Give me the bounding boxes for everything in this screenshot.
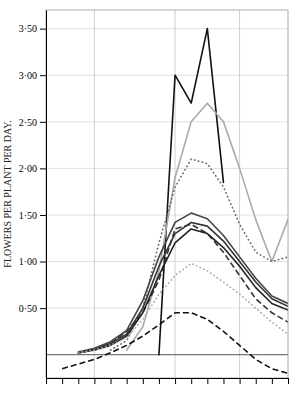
y-tick: 2·50	[19, 116, 46, 127]
y-tick-mark	[40, 75, 46, 76]
x-tick	[288, 378, 289, 384]
y-tick-mark	[40, 215, 46, 216]
y-tick-mark	[40, 308, 46, 309]
y-tick: 1·00	[19, 256, 46, 267]
y-tick: 2·00	[19, 163, 46, 174]
y-tick-label: 0·50	[19, 303, 37, 314]
grid	[46, 10, 288, 378]
y-tick-label: 2·00	[19, 163, 37, 174]
x-tick-mark	[207, 378, 208, 384]
vertical-line	[94, 10, 95, 378]
x-tick	[159, 378, 160, 384]
x-tick-mark	[288, 378, 289, 384]
y-tick-label: 3·50	[19, 23, 37, 34]
x-tick	[191, 378, 192, 384]
y-axis: 0·50 1·00 1·50 2·00 2·50 3·00 3·50	[19, 11, 47, 379]
x-axis-line	[47, 378, 289, 379]
x-tick	[111, 378, 112, 384]
series-line	[94, 224, 288, 350]
plot: 0·50 1·00 1·50 2·00 2·50 3·00 3·50	[19, 10, 289, 384]
x-tick-mark	[111, 378, 112, 384]
series-line	[78, 263, 288, 352]
x-tick-mark	[94, 378, 95, 384]
x-tick-mark	[143, 378, 144, 384]
x-tick	[143, 378, 144, 384]
grid-line	[46, 308, 288, 309]
grid-line	[46, 75, 288, 76]
x-tick	[175, 378, 176, 384]
x-tick-mark	[62, 378, 63, 384]
y-tick-mark	[40, 262, 46, 263]
grid-line	[46, 28, 288, 29]
y-axis-title: FLOWERS PER PLANT PER DAY.	[2, 120, 13, 267]
series-line	[78, 222, 288, 352]
x-tick-mark	[159, 378, 160, 384]
series-line	[78, 229, 288, 353]
lines	[62, 29, 288, 374]
x-axis	[47, 378, 289, 384]
series-line	[78, 213, 288, 352]
y-tick-label: 1·00	[19, 256, 37, 267]
x-tick	[223, 378, 224, 384]
x-tick-mark	[240, 378, 241, 384]
y-tick: 1·50	[19, 210, 46, 221]
y-tick: 3·00	[19, 70, 46, 81]
y-tick-label: 3·00	[19, 70, 37, 81]
grid-line	[46, 168, 288, 169]
x-tick	[272, 378, 273, 384]
series-line	[159, 29, 224, 355]
x-tick-mark	[191, 378, 192, 384]
x-tick	[62, 378, 63, 384]
x-tick	[78, 378, 79, 384]
chart: 0·50 1·00 1·50 2·00 2·50 3·00 3·50 FLOWERS PER …	[0, 0, 300, 398]
x-tick-mark	[256, 378, 257, 384]
x-tick	[94, 378, 95, 384]
y-tick-mark	[40, 168, 46, 169]
x-tick-mark	[272, 378, 273, 384]
grid-line	[46, 261, 288, 262]
y-tick: 0·50	[19, 303, 46, 314]
series-line	[62, 313, 288, 374]
y-tick-label: 2·50	[19, 116, 37, 127]
vertical-line	[239, 10, 240, 378]
y-tick-mark	[40, 122, 46, 123]
grid-line	[46, 121, 288, 122]
x-tick	[127, 378, 128, 384]
x-tick-mark	[223, 378, 224, 384]
x-tick-mark	[46, 378, 47, 384]
y-axis-line	[46, 11, 47, 379]
x-tick	[256, 378, 257, 384]
vertical-line	[175, 10, 176, 378]
x-tick-mark	[175, 378, 176, 384]
plot-frame	[46, 10, 288, 378]
x-tick-mark	[78, 378, 79, 384]
x-tick	[46, 378, 47, 384]
x-tick	[240, 378, 241, 384]
y-tick-label: 1·50	[19, 210, 37, 221]
y-tick-mark	[40, 29, 46, 30]
x-tick	[207, 378, 208, 384]
x-tick-mark	[127, 378, 128, 384]
y-tick: 3·50	[19, 23, 46, 34]
